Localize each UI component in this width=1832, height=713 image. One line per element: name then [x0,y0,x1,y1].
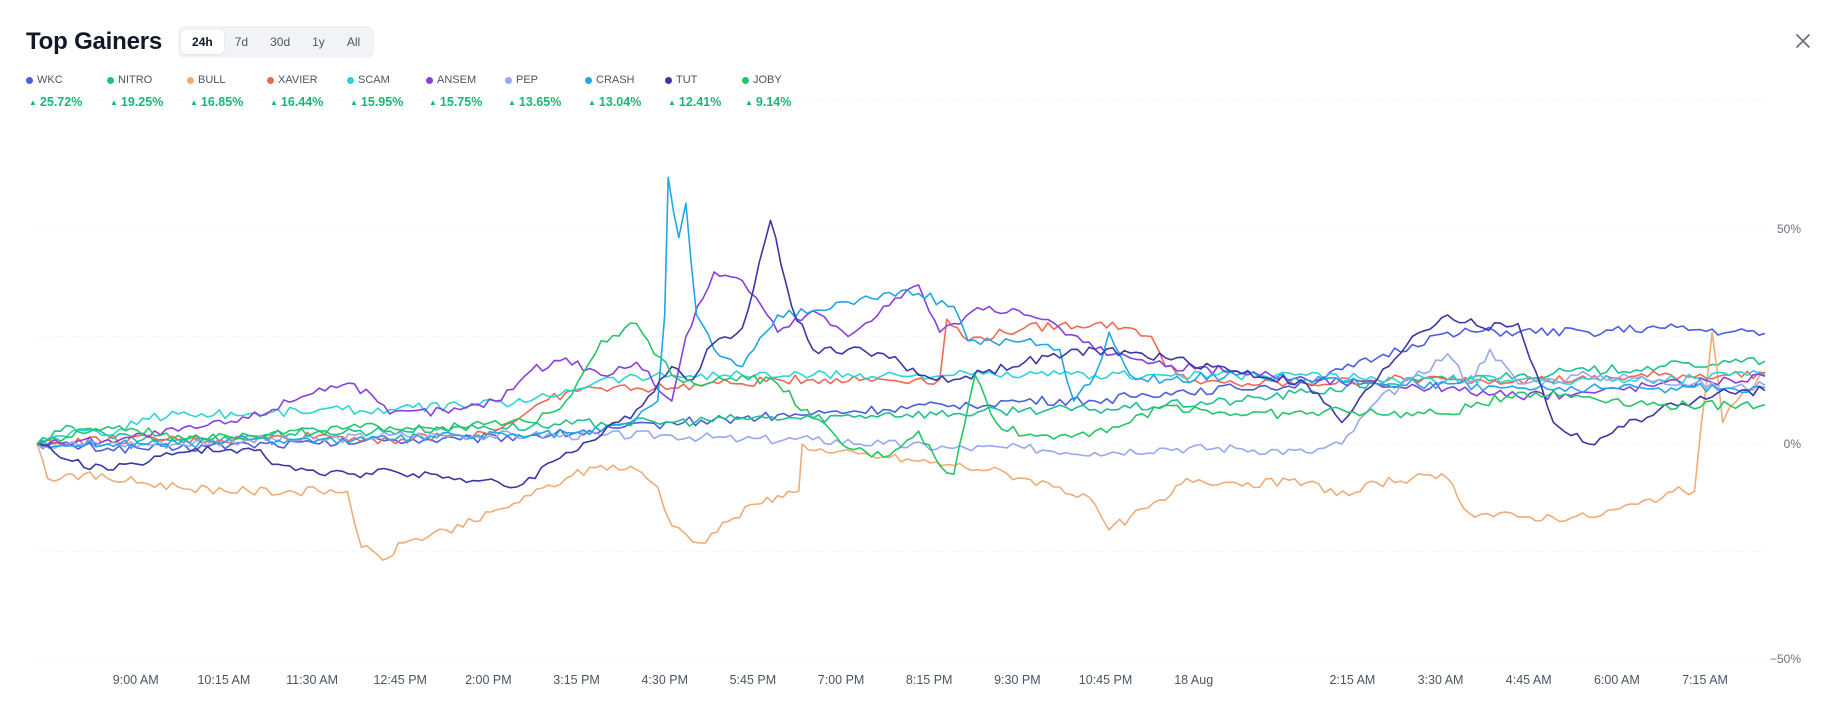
close-icon[interactable] [1790,28,1816,54]
up-arrow-icon: ▲ [668,97,676,107]
series-dot-icon [426,76,433,84]
tab-30d[interactable]: 30d [270,35,291,49]
x-tick-label: 10:15 AM [197,673,250,687]
series-dot-icon [107,76,114,84]
x-tick-label: 10:45 PM [1079,673,1133,687]
series-dot-icon [742,76,749,84]
x-tick-label: 8:15 PM [906,673,953,687]
x-axis-ticks: 9:00 AM 10:15 AM 11:30 AM 12:45 PM 2:00 PM 3:… [113,673,1728,687]
x-tick-label: 12:45 PM [373,673,427,687]
legend-item-nitro[interactable]: NITRO ▲ 19.25% [107,73,187,109]
up-arrow-icon: ▲ [110,97,118,107]
chart-lines [36,176,1766,561]
x-tick-label: 4:30 PM [641,673,688,687]
legend-change-value: 19.25% [120,95,164,109]
up-arrow-icon: ▲ [745,97,753,107]
tab-all[interactable]: All [346,35,361,49]
legend-label: JOBY [753,74,782,86]
x-tick-label: 2:15 AM [1329,673,1375,687]
series-dot-icon [26,76,33,84]
series-line-xavier[interactable] [36,318,1766,448]
legend-change-value: 12.41% [678,95,722,109]
up-arrow-icon: ▲ [190,97,198,107]
legend-label: WKC [37,74,63,86]
legend-change-value: 9.14% [755,95,792,109]
y-tick-label: 0% [1784,437,1802,451]
legend-item-joby[interactable]: JOBY ▲ 9.14% [742,73,822,109]
legend-change-value: 16.44% [280,95,324,109]
legend-change-value: 15.75% [439,95,483,109]
legend-item-tut[interactable]: TUT ▲ 12.41% [665,73,742,109]
x-tick-label: 3:30 AM [1418,673,1464,687]
legend-item-scam[interactable]: SCAM ▲ 15.95% [347,73,426,109]
series-dot-icon [267,76,274,84]
legend-label: ANSEM [437,74,477,86]
page-title: Top Gainers [26,28,163,55]
x-tick-label: 2:00 PM [465,673,512,687]
y-tick-label: −50% [1770,652,1801,666]
tab-7d[interactable]: 7d [234,35,249,49]
series-line-tut[interactable] [36,219,1766,489]
legend-label: CRASH [596,74,635,86]
y-axis-ticks: 50% 0% −50% [1770,222,1801,666]
legend-change-value: 25.72% [39,95,83,109]
x-tick-label: 9:30 PM [994,673,1041,687]
series-line-bull[interactable] [36,331,1766,561]
series-dot-icon [187,76,194,84]
series-line-nitro[interactable] [36,356,1766,445]
legend: WKC ▲ 25.72% NITRO ▲ 19.25% BULL ▲ 16.85% X… [26,73,822,109]
series-line-ansem[interactable] [36,271,1766,447]
x-tick-label: 18 Aug [1174,673,1213,687]
legend-change-value: 13.04% [598,95,642,109]
legend-label: PEP [516,74,539,86]
x-tick-label: 4:45 AM [1506,673,1552,687]
up-arrow-icon: ▲ [429,97,437,107]
legend-item-crash[interactable]: CRASH ▲ 13.04% [585,73,665,109]
series-line-crash[interactable] [36,176,1766,450]
up-arrow-icon: ▲ [508,97,516,107]
x-tick-label: 3:15 PM [553,673,600,687]
series-line-scam[interactable] [36,369,1766,445]
tab-24h[interactable]: 24h [181,30,224,54]
series-dot-icon [665,76,672,84]
chart-grid [37,99,1765,660]
legend-label: BULL [198,74,226,86]
legend-change-value: 13.65% [518,95,562,109]
legend-label: XAVIER [278,74,318,86]
x-tick-label: 7:00 PM [818,673,865,687]
chart-header: Top Gainers 24h 7d 30d 1y All [26,26,375,58]
legend-change-value: 15.95% [360,95,404,109]
tab-1y[interactable]: 1y [312,35,325,49]
timeframe-tabs: 24h 7d 30d 1y All [178,26,375,58]
legend-change-value: 16.85% [200,95,244,109]
series-line-joby[interactable] [36,322,1766,475]
up-arrow-icon: ▲ [350,97,358,107]
series-line-pep[interactable] [36,348,1766,457]
legend-item-wkc[interactable]: WKC ▲ 25.72% [26,73,107,109]
up-arrow-icon: ▲ [270,97,278,107]
x-tick-label: 7:15 AM [1682,673,1728,687]
y-tick-label: 50% [1777,222,1801,236]
x-tick-label: 9:00 AM [113,673,159,687]
up-arrow-icon: ▲ [29,97,37,107]
up-arrow-icon: ▲ [588,97,596,107]
legend-label: TUT [676,74,698,86]
legend-item-xavier[interactable]: XAVIER ▲ 16.44% [267,73,347,109]
series-dot-icon [505,76,512,84]
x-tick-label: 5:45 PM [730,673,777,687]
series-dot-icon [347,76,354,84]
legend-label: SCAM [358,74,390,86]
legend-item-bull[interactable]: BULL ▲ 16.85% [187,73,267,109]
legend-label: NITRO [118,74,153,86]
legend-item-pep[interactable]: PEP ▲ 13.65% [505,73,585,109]
series-dot-icon [585,76,592,84]
x-tick-label: 6:00 AM [1594,673,1640,687]
legend-item-ansem[interactable]: ANSEM ▲ 15.75% [426,73,505,109]
x-tick-label: 11:30 AM [286,673,338,687]
